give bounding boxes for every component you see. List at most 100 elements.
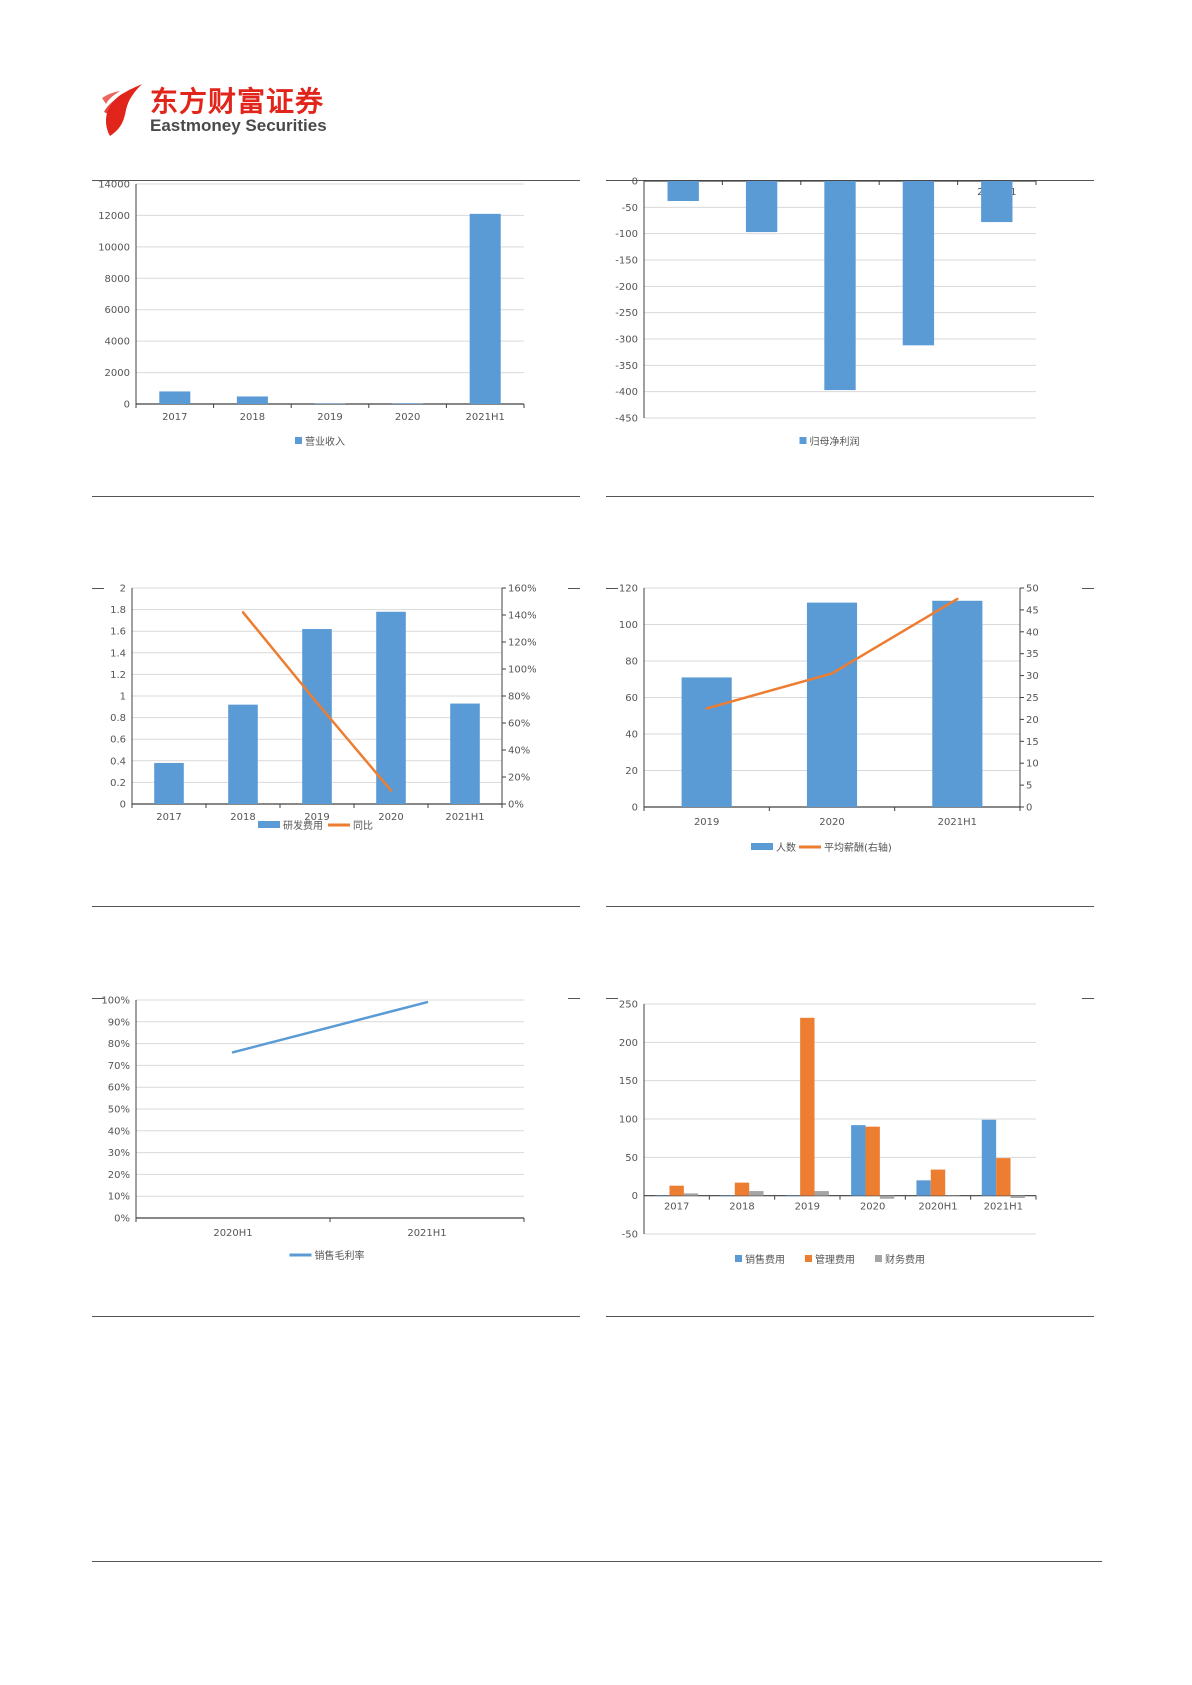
y-tick-label: -50 (622, 203, 638, 214)
bar-expenses-1-4 (930, 1169, 946, 1196)
panel-top-rule (92, 180, 580, 181)
legend-swatch (799, 437, 807, 444)
bar-expenses-0-1 (720, 1195, 735, 1197)
y2-tick-label: 60% (508, 719, 530, 730)
panel-revenue: 0 2000 4000 6000 8000 10000 12000 14000 2017 2018… (92, 172, 580, 502)
bar-net_profit-0-2 (824, 181, 856, 391)
y-tick-label: 50% (108, 1105, 130, 1116)
y-tick-label: 20 (625, 766, 638, 777)
x-tick-label: 2021H1 (466, 412, 505, 423)
logo-english-text: Eastmoney Securities (150, 116, 327, 135)
x-tick-label: 2021H1 (938, 817, 977, 828)
y-tick-label: 2000 (105, 368, 130, 379)
legend-label: 财务费用 (885, 1253, 925, 1266)
y2-tick-label: 10 (1026, 759, 1039, 770)
y-tick-label: 250 (619, 1000, 638, 1011)
y-tick-label: 12000 (98, 211, 130, 222)
bar-net_profit-0-0 (667, 181, 699, 202)
y-tick-label: 60% (108, 1083, 130, 1094)
y2-tick-label: 15 (1026, 737, 1039, 748)
y-tick-label: 40 (625, 730, 638, 741)
y-tick-label: -350 (615, 361, 638, 372)
bar-expenses-2-2 (814, 1191, 829, 1196)
bar-headcount-0-1 (806, 602, 858, 807)
x-tick-label: 2018 (240, 412, 265, 423)
legend-label: 归母净利润 (810, 435, 860, 448)
line-headcount-1 (705, 597, 959, 710)
flame-logo-icon (102, 84, 142, 136)
bar-expenses-1-3 (865, 1126, 880, 1196)
y-tick-label: 14000 (98, 180, 130, 191)
panel-top-tick-left (606, 588, 618, 589)
bar-headcount-0-0 (681, 677, 732, 807)
y-tick-label: 0 (632, 803, 638, 814)
bar-expenses-2-0 (683, 1193, 699, 1196)
bar-headcount-0-2 (932, 600, 983, 807)
bar-expenses-0-2 (785, 1195, 801, 1197)
panel-headcount: 0 20 40 60 80 100 120 0 5 10 15 20 25 30 35 40 45 50 2019 2… (606, 582, 1094, 912)
y2-tick-label: 20% (508, 773, 530, 784)
y-tick-label: 100 (619, 1115, 638, 1126)
panel-bottom-rule (606, 1316, 1094, 1317)
y-tick-label: 0 (632, 1191, 638, 1202)
y-tick-label: 0.2 (110, 778, 126, 789)
y2-tick-label: 40% (508, 746, 530, 757)
bar-expenses-2-3 (879, 1195, 895, 1199)
x-tick-label: 2021H1 (407, 1228, 446, 1239)
y-tick-label: 30% (108, 1148, 130, 1159)
panel-gross-margin: 0% 10% 20% 30% 40% 50% 60% 70% 80% 90% 100% 2020H1 2… (92, 992, 580, 1322)
legend-label: 管理费用 (815, 1253, 855, 1266)
x-tick-label: 2020 (395, 412, 420, 423)
y-tick-label: 200 (619, 1038, 638, 1049)
x-tick-label: 2017 (664, 1202, 689, 1213)
bar-expenses-1-5 (996, 1158, 1011, 1196)
y-tick-label: 60 (625, 693, 638, 704)
y2-tick-label: 0% (508, 800, 524, 811)
bar-expenses-0-0 (655, 1195, 670, 1197)
panel-bottom-rule (92, 906, 580, 907)
x-tick-label: 2019 (694, 817, 719, 828)
y-tick-label: 40% (108, 1126, 130, 1137)
bar-expenses-0-5 (981, 1119, 997, 1196)
y-tick-label: -400 (615, 387, 638, 398)
y2-tick-label: 45 (1026, 605, 1039, 616)
y2-tick-label: 0 (1026, 803, 1032, 814)
y-tick-label: -100 (615, 229, 638, 240)
y-tick-label: 1.8 (110, 605, 126, 616)
panel-bottom-rule (606, 496, 1094, 497)
legend-label: 平均薪酬(右轴) (824, 841, 892, 854)
line-rd_expense-1 (241, 611, 393, 792)
legend-label: 同比 (353, 820, 373, 832)
y2-tick-label: 40 (1026, 627, 1039, 638)
legend-swatch (295, 437, 302, 444)
legend-label: 销售毛利率 (315, 1249, 365, 1262)
legend-swatch (735, 1255, 742, 1262)
y-tick-label: -250 (615, 308, 638, 319)
x-tick-label: 2018 (230, 812, 255, 823)
bar-expenses-1-1 (734, 1182, 750, 1196)
panel-bottom-rule (606, 906, 1094, 907)
y-tick-label: 4000 (105, 337, 130, 348)
panel-expenses: -50 0 50 100 150 200 250 2017 2018 2019 2020 2020H1… (606, 992, 1094, 1322)
x-tick-label: 2020 (860, 1202, 885, 1213)
y-tick-label: 0% (114, 1214, 130, 1225)
bar-revenue-0-1 (236, 396, 268, 404)
x-tick-label: 2020H1 (213, 1228, 252, 1239)
x-tick-label: 2018 (729, 1202, 754, 1213)
bar-expenses-0-4 (916, 1180, 931, 1196)
y2-tick-label: 100% (508, 665, 537, 676)
y-tick-label: 6000 (105, 305, 130, 316)
panel-top-tick-left (606, 998, 618, 999)
bar-expenses-1-2 (800, 1017, 815, 1196)
legend-swatch (258, 821, 280, 828)
y-tick-label: -450 (615, 414, 638, 425)
y-tick-label: 20% (108, 1170, 130, 1181)
y2-tick-label: 50 (1026, 584, 1039, 595)
y-tick-label: 10000 (98, 242, 130, 253)
y2-tick-label: 25 (1026, 693, 1039, 704)
y-tick-label: 80% (108, 1039, 130, 1050)
bar-revenue-0-4 (469, 213, 501, 404)
revenue-chart: 0 2000 4000 6000 8000 10000 12000 14000 2017 2018… (98, 180, 525, 448)
y-tick-label: 0.8 (110, 713, 126, 724)
legend-swatch (751, 843, 773, 850)
